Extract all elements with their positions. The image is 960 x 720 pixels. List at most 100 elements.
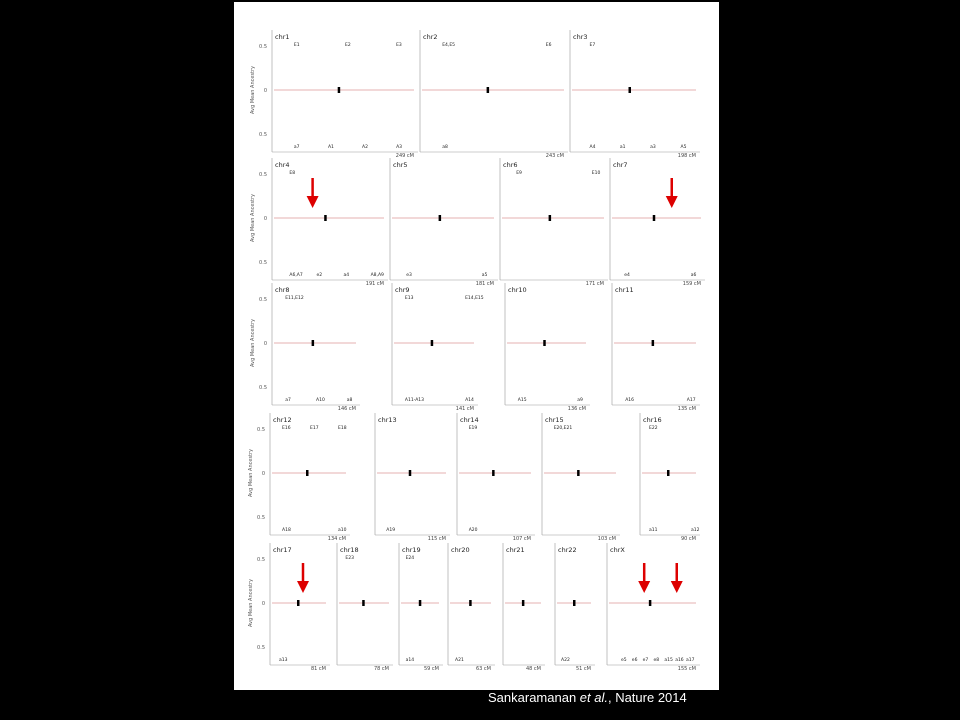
top-label: E20,E21 xyxy=(554,425,573,431)
centromere xyxy=(486,87,490,93)
arrow-head xyxy=(297,581,309,593)
panel-name: chr11 xyxy=(615,286,634,294)
panel-length: 191 cM xyxy=(366,281,384,287)
y-tick-label: 0.5 xyxy=(257,515,265,521)
centromere xyxy=(543,340,546,346)
y-tick-label: 0 xyxy=(262,471,265,477)
panel-name: chr5 xyxy=(393,161,408,169)
top-label: E6 xyxy=(546,42,552,48)
centromere xyxy=(548,215,552,221)
bottom-label: e6 xyxy=(632,657,638,663)
centromere xyxy=(577,470,580,476)
y-tick-label: 0 xyxy=(264,88,267,94)
bottom-label: A18 xyxy=(282,527,291,533)
bottom-label: a3 xyxy=(650,144,656,150)
panel-length: 107 cM xyxy=(513,536,531,542)
centromere xyxy=(492,470,495,476)
panel-name: chr15 xyxy=(545,416,564,424)
caption-etal: et al. xyxy=(579,690,608,705)
bottom-label: A16 xyxy=(625,397,634,403)
y-axis-label: Avg Mean Ancestry xyxy=(250,319,256,367)
bottom-label: a11 xyxy=(649,527,658,533)
panel-length: 135 cM xyxy=(678,406,696,412)
y-tick-label: 0.5 xyxy=(257,645,265,651)
panel-length: 181 cM xyxy=(476,281,494,287)
bottom-label: A22 xyxy=(561,657,570,663)
top-label: E9 xyxy=(516,170,522,176)
centromere xyxy=(651,340,655,346)
top-label: E1 xyxy=(294,42,300,48)
top-label: E14,E15 xyxy=(465,295,484,301)
bottom-label: a8 xyxy=(442,144,448,150)
bottom-label: a10 xyxy=(338,527,347,533)
panel-name: chr18 xyxy=(340,546,359,554)
centromere xyxy=(311,340,315,346)
centromere xyxy=(667,470,670,476)
panel-length: 115 cM xyxy=(428,536,446,542)
centromere xyxy=(337,87,341,93)
centromere xyxy=(418,600,422,606)
bottom-label: e5 xyxy=(621,657,627,663)
panel-length: 136 cM xyxy=(568,406,586,412)
bottom-label: e7 xyxy=(643,657,649,663)
y-axis-label: Avg Mean Ancestry xyxy=(248,579,254,627)
bottom-label: e4 xyxy=(624,272,630,278)
centromere xyxy=(652,215,656,221)
centromere xyxy=(324,215,327,221)
top-label: E16 xyxy=(282,425,291,431)
panel-length: 103 cM xyxy=(598,536,616,542)
centromere xyxy=(573,600,576,606)
panel-length: 78 cM xyxy=(374,666,389,672)
bottom-label: a8 xyxy=(347,397,353,403)
panel-name: chrX xyxy=(610,546,625,554)
bottom-label: A11-A13 xyxy=(405,397,424,403)
panel-name: chr1 xyxy=(275,33,290,41)
figure: Avg Mean Ancestry 0.5 0 0.5 Avg Mean Ancestr… xyxy=(234,2,719,690)
top-label: E23 xyxy=(345,555,354,561)
panel-length: 90 cM xyxy=(681,536,696,542)
centromere xyxy=(628,87,631,93)
panel-length: 141 cM xyxy=(456,406,474,412)
centromere xyxy=(521,600,525,606)
caption-author: Sankaramanan xyxy=(488,690,580,705)
panel-length: 249 cM xyxy=(396,153,414,159)
panel-name: chr14 xyxy=(460,416,479,424)
top-label: E7 xyxy=(590,42,596,48)
bottom-label: A2 xyxy=(362,144,368,150)
bottom-label: a7 xyxy=(285,397,291,403)
y-tick-label: 0.5 xyxy=(259,44,267,50)
panel-name: chr6 xyxy=(503,161,518,169)
panel-name: chr16 xyxy=(643,416,662,424)
bottom-label: a7 xyxy=(294,144,300,150)
bottom-label: A15 xyxy=(518,397,527,403)
bottom-label: a14 xyxy=(406,657,415,663)
panel-name: chr21 xyxy=(506,546,525,554)
top-label: E11,E12 xyxy=(285,295,304,301)
bottom-label: A4 xyxy=(590,144,596,150)
panel-name: chr20 xyxy=(451,546,470,554)
caption-rest: , Nature 2014 xyxy=(607,690,687,705)
bottom-label: e8 xyxy=(654,657,660,663)
panel-length: 159 cM xyxy=(683,281,701,287)
bottom-label: a6 xyxy=(691,272,697,278)
bottom-label: A8,A9 xyxy=(371,272,384,278)
y-tick-label: 0.5 xyxy=(259,172,267,178)
centromere xyxy=(362,600,365,606)
top-label: E18 xyxy=(338,425,347,431)
y-tick-label: 0.5 xyxy=(257,557,265,563)
arrow-head xyxy=(665,196,678,208)
bottom-label: A10 xyxy=(316,397,325,403)
bottom-label: a9 xyxy=(577,397,583,403)
top-label: E8 xyxy=(289,170,295,176)
y-tick-label: 0 xyxy=(264,341,267,347)
panel-name: chr8 xyxy=(275,286,290,294)
panel-name: chr22 xyxy=(558,546,577,554)
y-tick-label: 0.5 xyxy=(257,427,265,433)
bottom-label: A19 xyxy=(386,527,395,533)
arrow-head xyxy=(670,581,683,593)
bottom-label: A20 xyxy=(469,527,478,533)
centromere xyxy=(306,470,309,476)
centromere xyxy=(297,600,300,606)
y-axis-label: Avg Mean Ancestry xyxy=(250,66,256,114)
